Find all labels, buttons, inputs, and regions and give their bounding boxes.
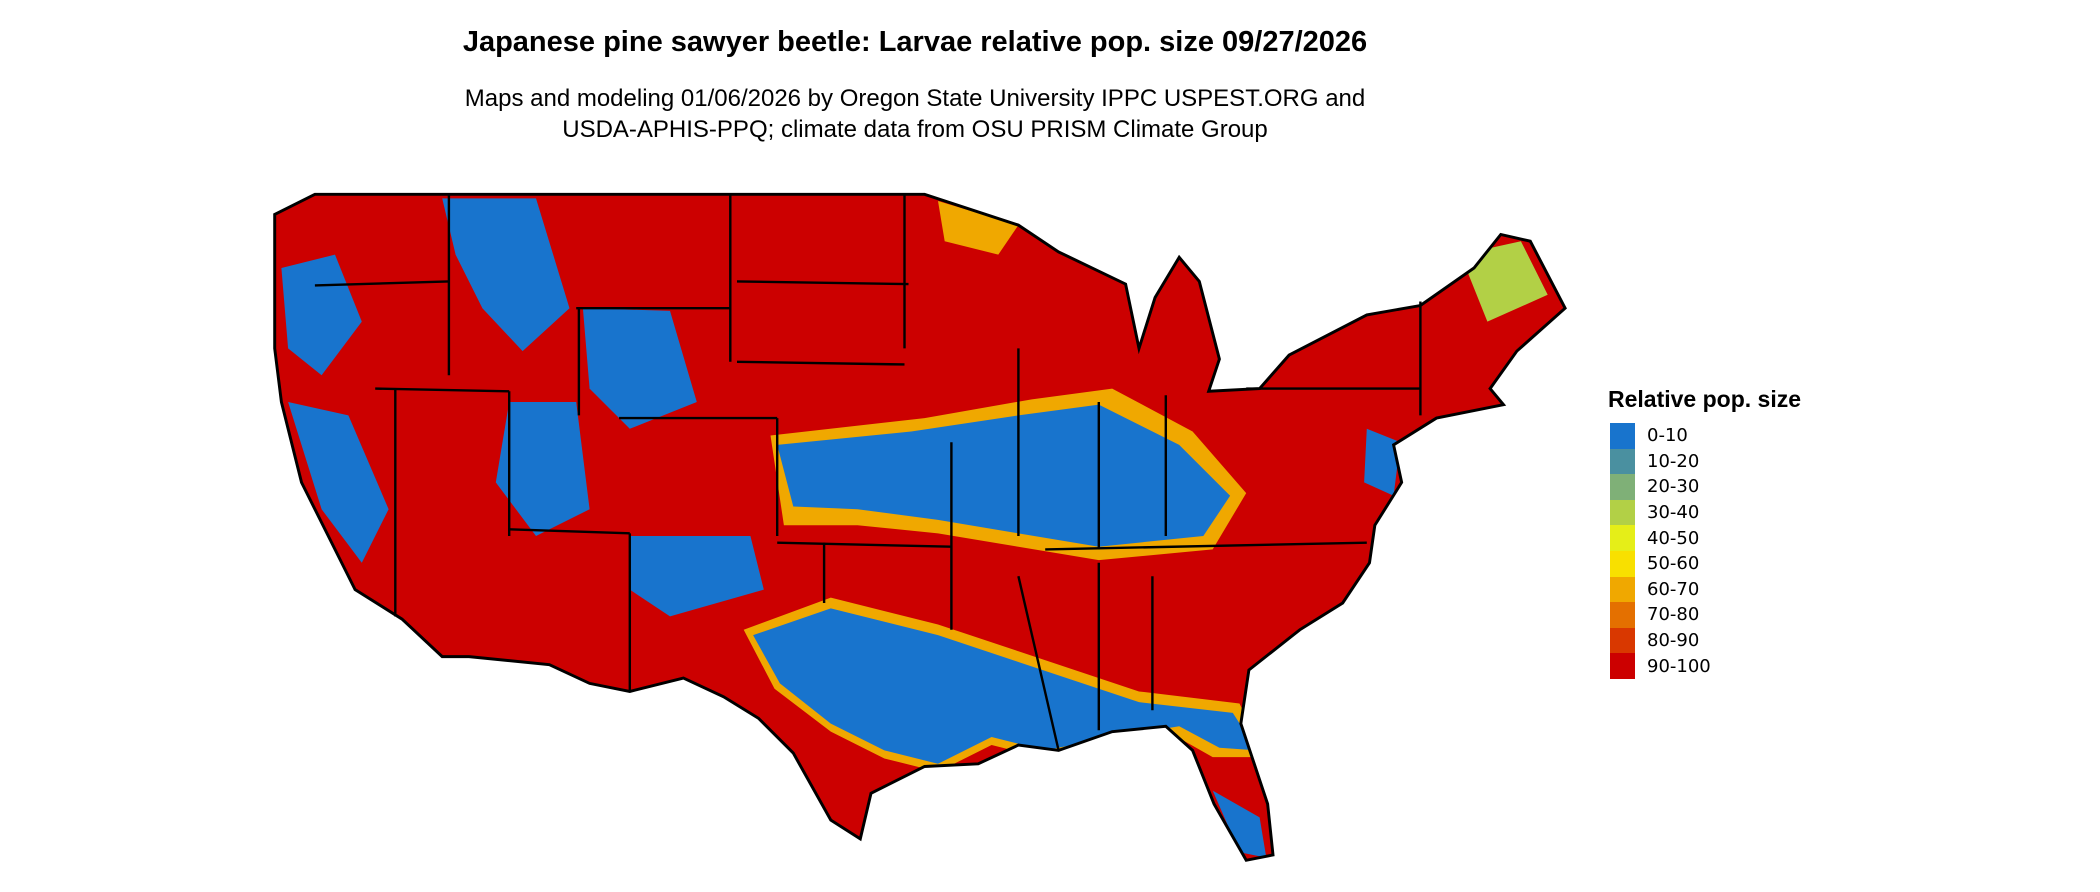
legend-label: 20-30 <box>1647 476 1700 498</box>
legend-label: 40-50 <box>1647 527 1700 549</box>
legend-item: 30-40 <box>1610 499 1801 526</box>
pop-class-region <box>1460 241 1548 322</box>
legend-label: 60-70 <box>1647 578 1700 600</box>
legend-swatch <box>1610 423 1635 449</box>
legend-item: 20-30 <box>1610 474 1801 500</box>
pop-class-region <box>288 402 389 563</box>
pop-class-region <box>1364 428 1401 496</box>
legend-item: 50-60 <box>1610 550 1801 577</box>
legend-label: 10-20 <box>1647 450 1700 472</box>
pop-class-region <box>753 608 1257 764</box>
legend-swatch <box>1610 627 1635 654</box>
legend-label: 80-90 <box>1647 630 1700 652</box>
subtitle-line-2: USDA-APHIS-PPQ; climate data from OSU PR… <box>562 116 1268 143</box>
legend-swatch <box>1610 576 1635 603</box>
pop-class-region <box>495 402 590 536</box>
us-border <box>273 192 1567 862</box>
state-borders <box>314 194 1422 751</box>
legend-label: 70-80 <box>1647 604 1700 626</box>
low-pop-regions <box>281 198 1548 858</box>
pop-class-region <box>938 201 1019 255</box>
state-border <box>736 360 905 366</box>
pop-class-region <box>442 198 570 352</box>
state-border <box>509 528 630 535</box>
legend-swatch <box>1610 499 1635 526</box>
legend-label: 50-60 <box>1647 553 1700 575</box>
legend-swatch <box>1610 550 1635 577</box>
legend-label: 30-40 <box>1647 502 1700 524</box>
state-border <box>375 387 510 393</box>
legend-item: 70-80 <box>1610 602 1801 628</box>
legend-item: 0-10 <box>1610 423 1801 449</box>
legend-item: 40-50 <box>1610 525 1801 551</box>
legend-item: 90-100 <box>1610 653 1801 679</box>
pop-class-region <box>1212 790 1267 858</box>
state-border <box>1017 575 1060 751</box>
state-border <box>736 280 909 286</box>
legend-item: 10-20 <box>1610 448 1801 475</box>
state-border <box>777 541 952 548</box>
legend-swatch <box>1610 602 1635 628</box>
legend-label: 0-10 <box>1647 425 1688 447</box>
legend-swatch <box>1610 653 1635 679</box>
legend-item: 60-70 <box>1610 576 1801 603</box>
legend-swatch <box>1610 448 1635 475</box>
subtitle-line-1: Maps and modeling 01/06/2026 by Oregon S… <box>464 85 1366 112</box>
legend-item: 80-90 <box>1610 627 1801 654</box>
pop-class-region <box>582 308 697 429</box>
state-border <box>1045 541 1367 551</box>
map-title: Japanese pine sawyer beetle: Larvae rela… <box>462 26 1368 58</box>
legend-swatch <box>1610 525 1635 551</box>
pop-class-region <box>777 404 1231 547</box>
state-border <box>314 280 449 287</box>
legend: Relative pop. size 0-10 10-20 20-30 30-40 40… <box>1608 386 1802 679</box>
legend-swatch <box>1610 474 1635 500</box>
legend-label: 90-100 <box>1647 655 1711 677</box>
pop-class-region <box>629 536 764 617</box>
legend-title: Relative pop. size <box>1608 386 1802 412</box>
